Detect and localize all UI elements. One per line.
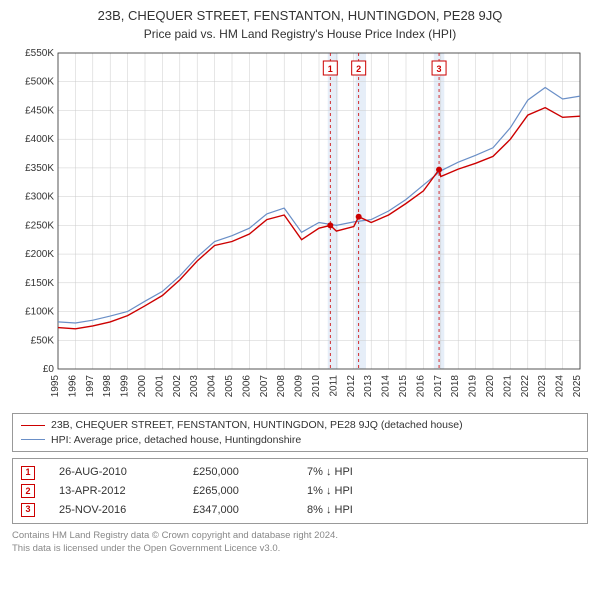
legend: 23B, CHEQUER STREET, FENSTANTON, HUNTING… bbox=[12, 413, 588, 452]
svg-text:2013: 2013 bbox=[363, 374, 374, 397]
svg-text:£50K: £50K bbox=[31, 335, 55, 346]
svg-text:2012: 2012 bbox=[346, 374, 357, 397]
svg-text:2025: 2025 bbox=[572, 374, 583, 397]
event-marker-icon: 2 bbox=[21, 484, 35, 498]
events-table: 1 26-AUG-2010 £250,000 7% ↓ HPI 2 13-APR… bbox=[12, 458, 588, 524]
svg-text:£0: £0 bbox=[43, 364, 55, 375]
svg-text:1997: 1997 bbox=[85, 374, 96, 397]
event-date: 26-AUG-2010 bbox=[59, 463, 169, 482]
event-price: £250,000 bbox=[193, 463, 283, 482]
svg-text:£200K: £200K bbox=[25, 249, 54, 260]
svg-text:2009: 2009 bbox=[294, 374, 305, 397]
svg-text:£550K: £550K bbox=[25, 48, 54, 59]
svg-text:£400K: £400K bbox=[25, 134, 54, 145]
chart-plot: £0 £50K £100K £150K £200K £250K £300K £350K £400… bbox=[12, 47, 588, 407]
event-diff: 7% ↓ HPI bbox=[307, 463, 353, 482]
svg-text:2021: 2021 bbox=[502, 374, 513, 397]
legend-swatch bbox=[21, 425, 45, 426]
event-marker-icon: 3 bbox=[21, 503, 35, 517]
footnote: Contains HM Land Registry data © Crown c… bbox=[12, 530, 588, 555]
svg-text:2010: 2010 bbox=[311, 374, 322, 397]
legend-swatch bbox=[21, 439, 45, 440]
event-date: 25-NOV-2016 bbox=[59, 501, 169, 520]
svg-text:2002: 2002 bbox=[172, 374, 183, 397]
svg-text:2019: 2019 bbox=[468, 374, 479, 397]
svg-text:£150K: £150K bbox=[25, 278, 54, 289]
svg-text:3: 3 bbox=[437, 64, 442, 74]
legend-item: 23B, CHEQUER STREET, FENSTANTON, HUNTING… bbox=[21, 418, 579, 433]
event-row: 1 26-AUG-2010 £250,000 7% ↓ HPI bbox=[21, 463, 579, 482]
event-price: £347,000 bbox=[193, 501, 283, 520]
svg-text:1996: 1996 bbox=[67, 374, 78, 397]
svg-text:2014: 2014 bbox=[381, 374, 392, 397]
svg-text:2018: 2018 bbox=[450, 374, 461, 397]
svg-text:2001: 2001 bbox=[154, 374, 165, 397]
svg-text:2017: 2017 bbox=[433, 374, 444, 397]
svg-text:2005: 2005 bbox=[224, 374, 235, 397]
svg-text:1999: 1999 bbox=[120, 374, 131, 397]
svg-text:2015: 2015 bbox=[398, 374, 409, 397]
legend-label: 23B, CHEQUER STREET, FENSTANTON, HUNTING… bbox=[51, 418, 463, 433]
svg-text:2023: 2023 bbox=[537, 374, 548, 397]
chart-container: 23B, CHEQUER STREET, FENSTANTON, HUNTING… bbox=[0, 0, 600, 561]
chart-title: 23B, CHEQUER STREET, FENSTANTON, HUNTING… bbox=[12, 8, 588, 25]
svg-text:2011: 2011 bbox=[328, 374, 339, 396]
svg-text:2020: 2020 bbox=[485, 374, 496, 397]
event-row: 2 13-APR-2012 £265,000 1% ↓ HPI bbox=[21, 482, 579, 501]
event-marker-icon: 1 bbox=[21, 466, 35, 480]
event-price: £265,000 bbox=[193, 482, 283, 501]
svg-text:£250K: £250K bbox=[25, 220, 54, 231]
svg-text:2022: 2022 bbox=[520, 374, 531, 397]
svg-text:1998: 1998 bbox=[102, 374, 113, 397]
svg-text:2024: 2024 bbox=[555, 374, 566, 397]
footnote-line: This data is licensed under the Open Gov… bbox=[12, 543, 588, 555]
svg-text:£450K: £450K bbox=[25, 105, 54, 116]
footnote-line: Contains HM Land Registry data © Crown c… bbox=[12, 530, 588, 542]
svg-text:1995: 1995 bbox=[50, 374, 61, 397]
svg-text:2000: 2000 bbox=[137, 374, 148, 397]
svg-text:£500K: £500K bbox=[25, 77, 54, 88]
svg-text:2004: 2004 bbox=[207, 374, 218, 397]
legend-label: HPI: Average price, detached house, Hunt… bbox=[51, 433, 301, 448]
chart-subtitle: Price paid vs. HM Land Registry's House … bbox=[12, 27, 588, 41]
event-row: 3 25-NOV-2016 £347,000 8% ↓ HPI bbox=[21, 501, 579, 520]
svg-text:2007: 2007 bbox=[259, 374, 270, 397]
svg-text:2016: 2016 bbox=[415, 374, 426, 397]
event-diff: 1% ↓ HPI bbox=[307, 482, 353, 501]
svg-text:£300K: £300K bbox=[25, 192, 54, 203]
svg-text:1: 1 bbox=[328, 64, 333, 74]
event-date: 13-APR-2012 bbox=[59, 482, 169, 501]
svg-text:£100K: £100K bbox=[25, 306, 54, 317]
svg-text:£350K: £350K bbox=[25, 163, 54, 174]
event-diff: 8% ↓ HPI bbox=[307, 501, 353, 520]
svg-text:2003: 2003 bbox=[189, 374, 200, 397]
svg-text:2008: 2008 bbox=[276, 374, 287, 397]
legend-item: HPI: Average price, detached house, Hunt… bbox=[21, 433, 579, 448]
svg-text:2006: 2006 bbox=[241, 374, 252, 397]
svg-text:2: 2 bbox=[356, 64, 361, 74]
